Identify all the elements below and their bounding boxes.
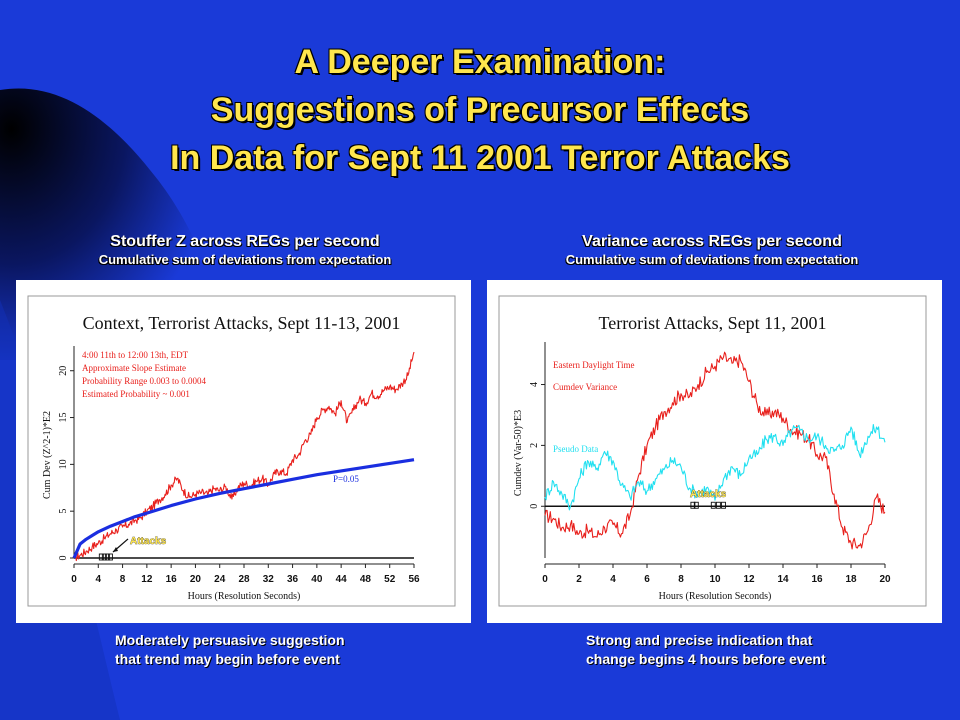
attack-marker — [98, 553, 104, 561]
right-heading: Variance across REGs per second — [582, 233, 842, 250]
x-axis-label: Hours (Resolution Seconds) — [659, 591, 772, 602]
x-tick-label: 16 — [811, 574, 823, 585]
left-note: Moderately persuasive suggestion that tr… — [115, 631, 345, 669]
left-subheading: Cumulative sum of deviations from expect… — [98, 252, 392, 267]
x-tick-label: 12 — [141, 574, 153, 585]
legend-entry-1: Eastern Daylight Time — [553, 360, 635, 370]
legend-entry-2: Cumdev Variance — [553, 382, 617, 392]
annotation-line-3: Probability Range 0.003 to 0.0004 — [82, 376, 206, 386]
x-tick-label: 12 — [743, 574, 755, 585]
x-tick-label: 8 — [120, 574, 126, 585]
x-tick-label: 20 — [879, 574, 891, 585]
attack-marker — [710, 501, 716, 509]
x-tick-label: 28 — [238, 574, 250, 585]
left-note-line-1: Moderately persuasive suggestion — [115, 632, 345, 648]
y-tick-label: 2 — [529, 443, 540, 448]
chart-title: Terrorist Attacks, Sept 11, 2001 — [598, 313, 826, 333]
chart-frame — [27, 295, 456, 607]
right-caption: Variance across REGs per second Cumulati… — [487, 232, 937, 268]
legend-entry-3: Pseudo Data — [553, 444, 598, 454]
left-heading: Stouffer Z across REGs per second — [110, 233, 380, 250]
y-tick-label: 20 — [58, 366, 69, 376]
attack-marker — [690, 501, 696, 509]
right-note-line-2: change begins 4 hours before event — [586, 651, 826, 667]
title-line-1: A Deeper Examination: — [294, 43, 666, 81]
attacks-label: Attacks — [690, 489, 727, 500]
x-tick-label: 32 — [263, 574, 275, 585]
x-tick-label: 24 — [214, 574, 226, 585]
series-line-1 — [73, 351, 415, 562]
y-tick-label: 0 — [58, 556, 69, 561]
x-tick-label: 4 — [610, 574, 616, 585]
chart-frame — [498, 295, 927, 607]
x-tick-label: 10 — [709, 574, 721, 585]
attack-marker — [721, 501, 726, 509]
y-tick-label: 15 — [58, 413, 69, 423]
right-subheading: Cumulative sum of deviations from expect… — [565, 252, 859, 267]
x-tick-label: 56 — [408, 574, 420, 585]
series-line-2 — [72, 458, 415, 559]
x-tick-label: 44 — [336, 574, 348, 585]
x-tick-label: 40 — [311, 574, 323, 585]
y-axis-label: Cumdev (Var-50)*E3 — [513, 410, 524, 496]
chart-title: Context, Terrorist Attacks, Sept 11-13, … — [83, 313, 401, 333]
x-tick-label: 8 — [678, 574, 684, 585]
x-tick-label: 0 — [542, 574, 548, 585]
x-tick-label: 48 — [360, 574, 372, 585]
x-axis-label: Hours (Resolution Seconds) — [188, 591, 301, 602]
annotation-line-1: 4:00 11th to 12:00 13th, EDT — [82, 350, 189, 360]
right-chart: Terrorist Attacks, Sept 11, 2001 0 2 4 6 8 10 1… — [498, 295, 927, 607]
annotation-line-4: Estimated Probability ~ 0.001 — [82, 389, 190, 399]
series-line-2 — [544, 423, 886, 511]
right-chart-panel: Terrorist Attacks, Sept 11, 2001 0 2 4 6 8 10 1… — [487, 280, 942, 623]
y-tick-label: 5 — [58, 509, 69, 514]
x-tick-label: 2 — [576, 574, 582, 585]
left-caption: Stouffer Z across REGs per second Cumula… — [20, 232, 470, 268]
attack-marker — [715, 501, 721, 509]
title-line-2: Suggestions of Precursor Effects — [210, 91, 750, 129]
y-tick-label: 0 — [529, 504, 540, 509]
y-tick-label: 10 — [58, 459, 69, 469]
slide-title: A Deeper Examination: Suggestions of Pre… — [0, 38, 960, 182]
left-chart-panel: Context, Terrorist Attacks, Sept 11-13, … — [16, 280, 471, 623]
attack-marker — [107, 553, 113, 561]
x-tick-label: 20 — [190, 574, 202, 585]
x-tick-label: 18 — [845, 574, 857, 585]
x-tick-label: 16 — [166, 574, 178, 585]
envelope-label: P=0.05 — [333, 474, 359, 484]
left-note-line-2: that trend may begin before event — [115, 651, 340, 667]
x-tick-label: 4 — [96, 574, 102, 585]
attack-marker — [693, 501, 699, 509]
right-note-line-1: Strong and precise indication that — [586, 632, 813, 648]
attack-marker — [104, 553, 110, 561]
left-chart: Context, Terrorist Attacks, Sept 11-13, … — [27, 295, 456, 607]
x-tick-label: 6 — [644, 574, 650, 585]
x-tick-label: 52 — [384, 574, 396, 585]
attacks-arrowhead — [113, 547, 118, 552]
x-tick-label: 14 — [777, 574, 789, 585]
attack-marker — [101, 553, 107, 561]
attacks-label: Attacks — [130, 536, 167, 547]
annotation-line-2: Approximate Slope Estimate — [82, 363, 186, 373]
right-note: Strong and precise indication that chang… — [586, 631, 826, 669]
y-tick-label: 4 — [529, 382, 540, 387]
title-line-3: In Data for Sept 11 2001 Terror Attacks — [170, 139, 790, 177]
x-tick-label: 0 — [71, 574, 77, 585]
series-line-1 — [544, 351, 886, 550]
y-axis-label: Cum Dev (Z^2-1)*E2 — [42, 411, 53, 499]
x-tick-label: 36 — [287, 574, 299, 585]
